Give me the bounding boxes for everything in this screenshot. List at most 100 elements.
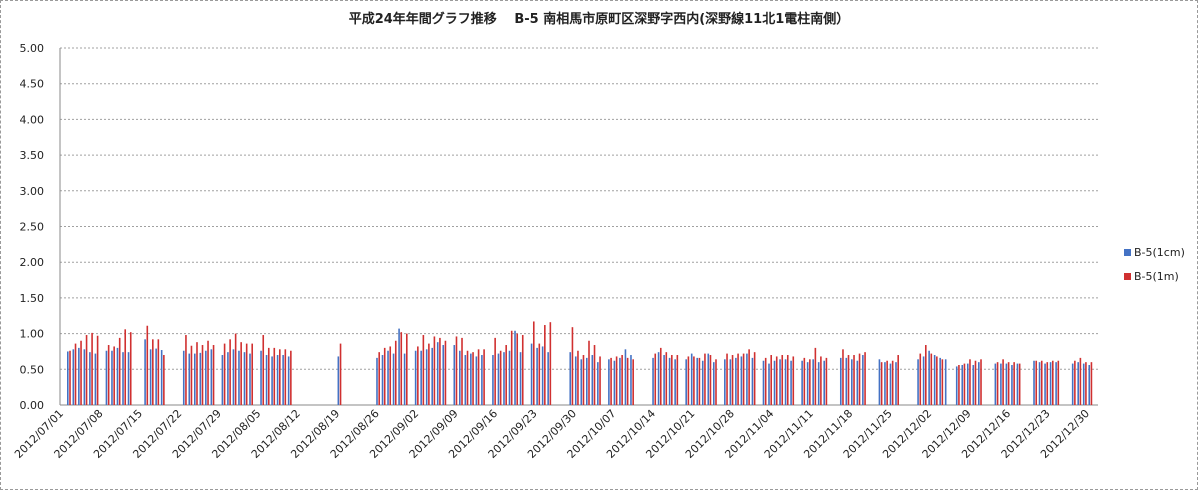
bar-1m (91, 332, 93, 405)
bar-1cm (768, 363, 770, 405)
bar-1m (1018, 363, 1021, 405)
bar-1cm (823, 360, 826, 405)
bar-1m (339, 343, 342, 405)
bar-1cm (1082, 363, 1085, 405)
bar-1m (599, 356, 601, 405)
bar-1cm (1011, 365, 1013, 405)
bar-1m (444, 340, 447, 405)
bar-1cm (597, 362, 599, 405)
bar-1m (577, 350, 579, 405)
bar-1cm (403, 353, 406, 405)
bar-1m (1079, 357, 1082, 405)
legend-item-1m: B-5(1m) (1124, 264, 1185, 288)
bar-1cm (337, 356, 340, 405)
bar-1m (516, 333, 519, 405)
bar-1cm (701, 360, 704, 405)
bar-1m (820, 356, 822, 405)
bar-1cm (210, 349, 213, 405)
y-tick-label: 2.00 (20, 256, 45, 269)
bar-1m (417, 346, 419, 405)
bar-1cm (541, 346, 544, 405)
bar-1m (748, 349, 750, 405)
bar-1m (284, 349, 287, 405)
bar-1m (693, 356, 695, 405)
bar-1cm (414, 350, 417, 405)
bar-1m (510, 330, 513, 405)
legend-swatch-1cm (1124, 248, 1131, 256)
bar-1m (279, 349, 281, 405)
bar-1cm (586, 357, 588, 405)
bar-1cm (812, 359, 814, 405)
bar-1m (85, 335, 88, 405)
bar-1m (676, 355, 679, 405)
bar-1cm (839, 357, 842, 405)
legend-swatch-1m (1124, 272, 1131, 280)
bar-1m (273, 347, 276, 405)
bar-1cm (127, 352, 130, 405)
bar-1m (858, 353, 861, 405)
bar-1m (494, 337, 496, 405)
bar-1cm (884, 362, 886, 405)
bar-1m (753, 352, 756, 405)
bar-1cm (746, 353, 748, 405)
y-tick-label: 5.00 (20, 42, 45, 55)
bar-1m (245, 343, 248, 405)
y-axis: 5.00 4.50 4.00 3.50 3.00 2.50 2.00 1.50 1.00 0.50… (20, 42, 61, 412)
bar-1cm (928, 350, 930, 405)
bar-1cm (508, 350, 511, 405)
bar-1m (113, 346, 115, 405)
bar-1m (163, 355, 165, 405)
bar-1m (764, 357, 767, 405)
bar-1m (1002, 359, 1004, 405)
bar-1cm (690, 353, 693, 405)
bar-1m (809, 359, 811, 405)
bar-1cm (657, 352, 660, 405)
bar-1m (936, 356, 938, 405)
bar-1m (240, 342, 242, 405)
bar-1cm (856, 360, 859, 405)
bar-1cm (707, 353, 710, 405)
bar-1m (886, 360, 888, 405)
bar-1m (544, 325, 546, 405)
bar-1m (593, 345, 596, 405)
bar-1m (74, 343, 77, 405)
bar-1m (588, 340, 590, 405)
bar-1m (632, 359, 634, 405)
bar-1cm (845, 357, 848, 405)
bar-1cm (475, 356, 478, 405)
bar-1m (428, 343, 430, 405)
bar-1m (1090, 362, 1093, 405)
bar-1cm (1000, 363, 1002, 405)
bar-1cm (735, 357, 737, 405)
bar-1cm (862, 355, 864, 405)
bar-1cm (149, 349, 152, 405)
bar-1cm (392, 353, 395, 405)
bar-1cm (944, 359, 947, 405)
bar-1cm (492, 355, 494, 405)
bar-1m (1040, 360, 1043, 405)
bar-1m (665, 352, 668, 405)
bar-1cm (260, 350, 262, 405)
bar-1m (223, 343, 226, 405)
bar-1m (825, 357, 828, 405)
bar-1m (704, 353, 706, 405)
bar-1cm (966, 363, 969, 405)
bar-1cm (895, 362, 897, 405)
bar-1m (742, 353, 745, 405)
bar-1cm (276, 355, 279, 405)
bar-1cm (1049, 362, 1052, 405)
bar-1m (483, 349, 485, 405)
bar-1cm (442, 345, 445, 405)
bar-1m (698, 357, 701, 405)
bar-1cm (470, 353, 472, 405)
bar-1m (891, 360, 894, 405)
bar-1cm (271, 356, 273, 405)
bar-1m (499, 350, 502, 405)
bar-1cm (78, 347, 80, 405)
bar-1cm (459, 350, 461, 405)
bar-1m (1046, 362, 1049, 405)
bar-1cm (89, 352, 91, 405)
bar-1cm (1088, 365, 1091, 405)
bar-1cm (111, 350, 113, 405)
